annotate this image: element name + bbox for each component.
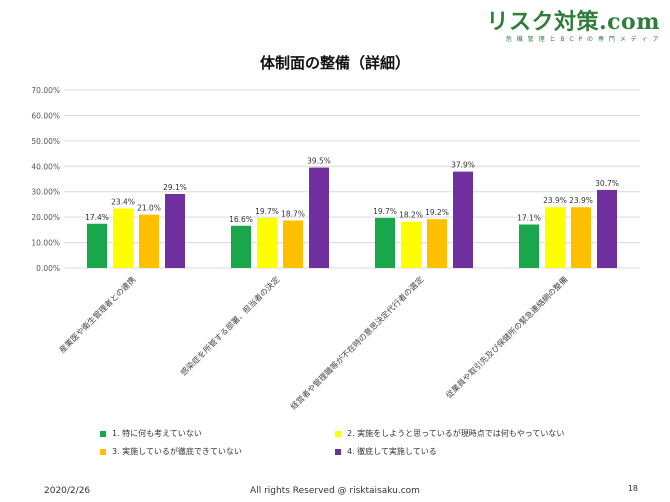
bar [545,207,565,268]
bar [231,225,251,268]
bar [165,194,185,268]
bar [113,208,133,268]
data-label: 19.7% [373,207,397,216]
legend-item-2: 2. 実施をしようと思っているが現時点では何もやっていない [335,428,564,439]
y-tick-label: 70.00% [31,86,60,95]
legend-swatch-2 [335,430,341,437]
brand-logo: リスク対策.com 危 機 管 理 と B C P の 専 門 メ デ ィ ア [486,4,660,43]
bar [427,219,447,268]
bar [401,221,421,268]
legend-label-1: 1. 特に何も考えていない [112,429,202,438]
data-label: 30.7% [595,179,619,188]
data-label: 23.9% [543,196,567,205]
legend-swatch-3 [100,448,106,455]
y-tick-label: 0.00% [36,264,60,273]
bar [597,189,617,268]
legend-item-3: 3. 実施しているが徹底できていない [100,446,242,457]
bar [309,167,329,268]
bar [87,223,107,268]
data-label: 39.5% [307,157,331,166]
data-label: 23.4% [111,197,135,206]
bar [283,220,303,268]
data-label: 19.2% [425,208,449,217]
bar [375,217,395,268]
bar [139,214,159,268]
legend-item-4: 4. 徹底して実施している [335,446,437,457]
data-label: 21.0% [137,204,161,213]
bar [257,217,277,268]
bar [453,171,473,268]
y-tick-label: 50.00% [31,137,60,146]
legend-swatch-1 [100,430,106,437]
y-tick-label: 30.00% [31,188,60,197]
bar [519,224,539,268]
data-label: 29.1% [163,183,187,192]
legend-swatch-4 [335,448,341,455]
data-label: 19.7% [255,207,279,216]
legend-label-2: 2. 実施をしようと思っているが現時点では何もやっていない [347,429,565,438]
logo-tagline: 危 機 管 理 と B C P の 専 門 メ デ ィ ア [505,36,660,43]
page-number: 18 [627,484,638,493]
y-tick-label: 60.00% [31,111,60,120]
legend-label-4: 4. 徹底して実施している [347,447,437,456]
x-tick-label: 経営者や管理職等が不在時の意思決定代行者の選定 [288,274,425,411]
data-label: 17.4% [85,213,109,222]
data-label: 37.9% [451,161,475,170]
footer-date: 2020/2/26 [44,486,91,496]
data-label: 18.2% [399,211,423,220]
bar [571,207,591,268]
data-label: 16.6% [229,215,253,224]
legend-item-1: 1. 特に何も考えていない [100,428,202,439]
x-tick-label: 産業医や衛生管理者との連携 [57,274,138,355]
legend-label-3: 3. 実施しているが徹底できていない [112,447,242,456]
y-tick-label: 40.00% [31,162,60,171]
logo-text: リスク対策.com [486,9,660,35]
footer-copyright: All rights Reserved @ risktaisaku.com [250,486,420,496]
chart-title: 体制面の整備（詳細） [259,54,410,72]
data-label: 18.7% [281,209,305,218]
x-tick-label: 感染症を所管する部署、担当者の決定 [178,274,281,377]
data-label: 17.1% [517,214,541,223]
x-tick-label: 従業員や取引先及び保健所の緊急連絡網の整備 [444,274,570,400]
data-label: 23.9% [569,196,593,205]
y-tick-label: 20.00% [31,213,60,222]
y-tick-label: 10.00% [31,239,60,248]
bar-chart: 0.00% 10.00% 20.00% 30.00% 40.00% 50.00% 60.00… [31,86,640,412]
